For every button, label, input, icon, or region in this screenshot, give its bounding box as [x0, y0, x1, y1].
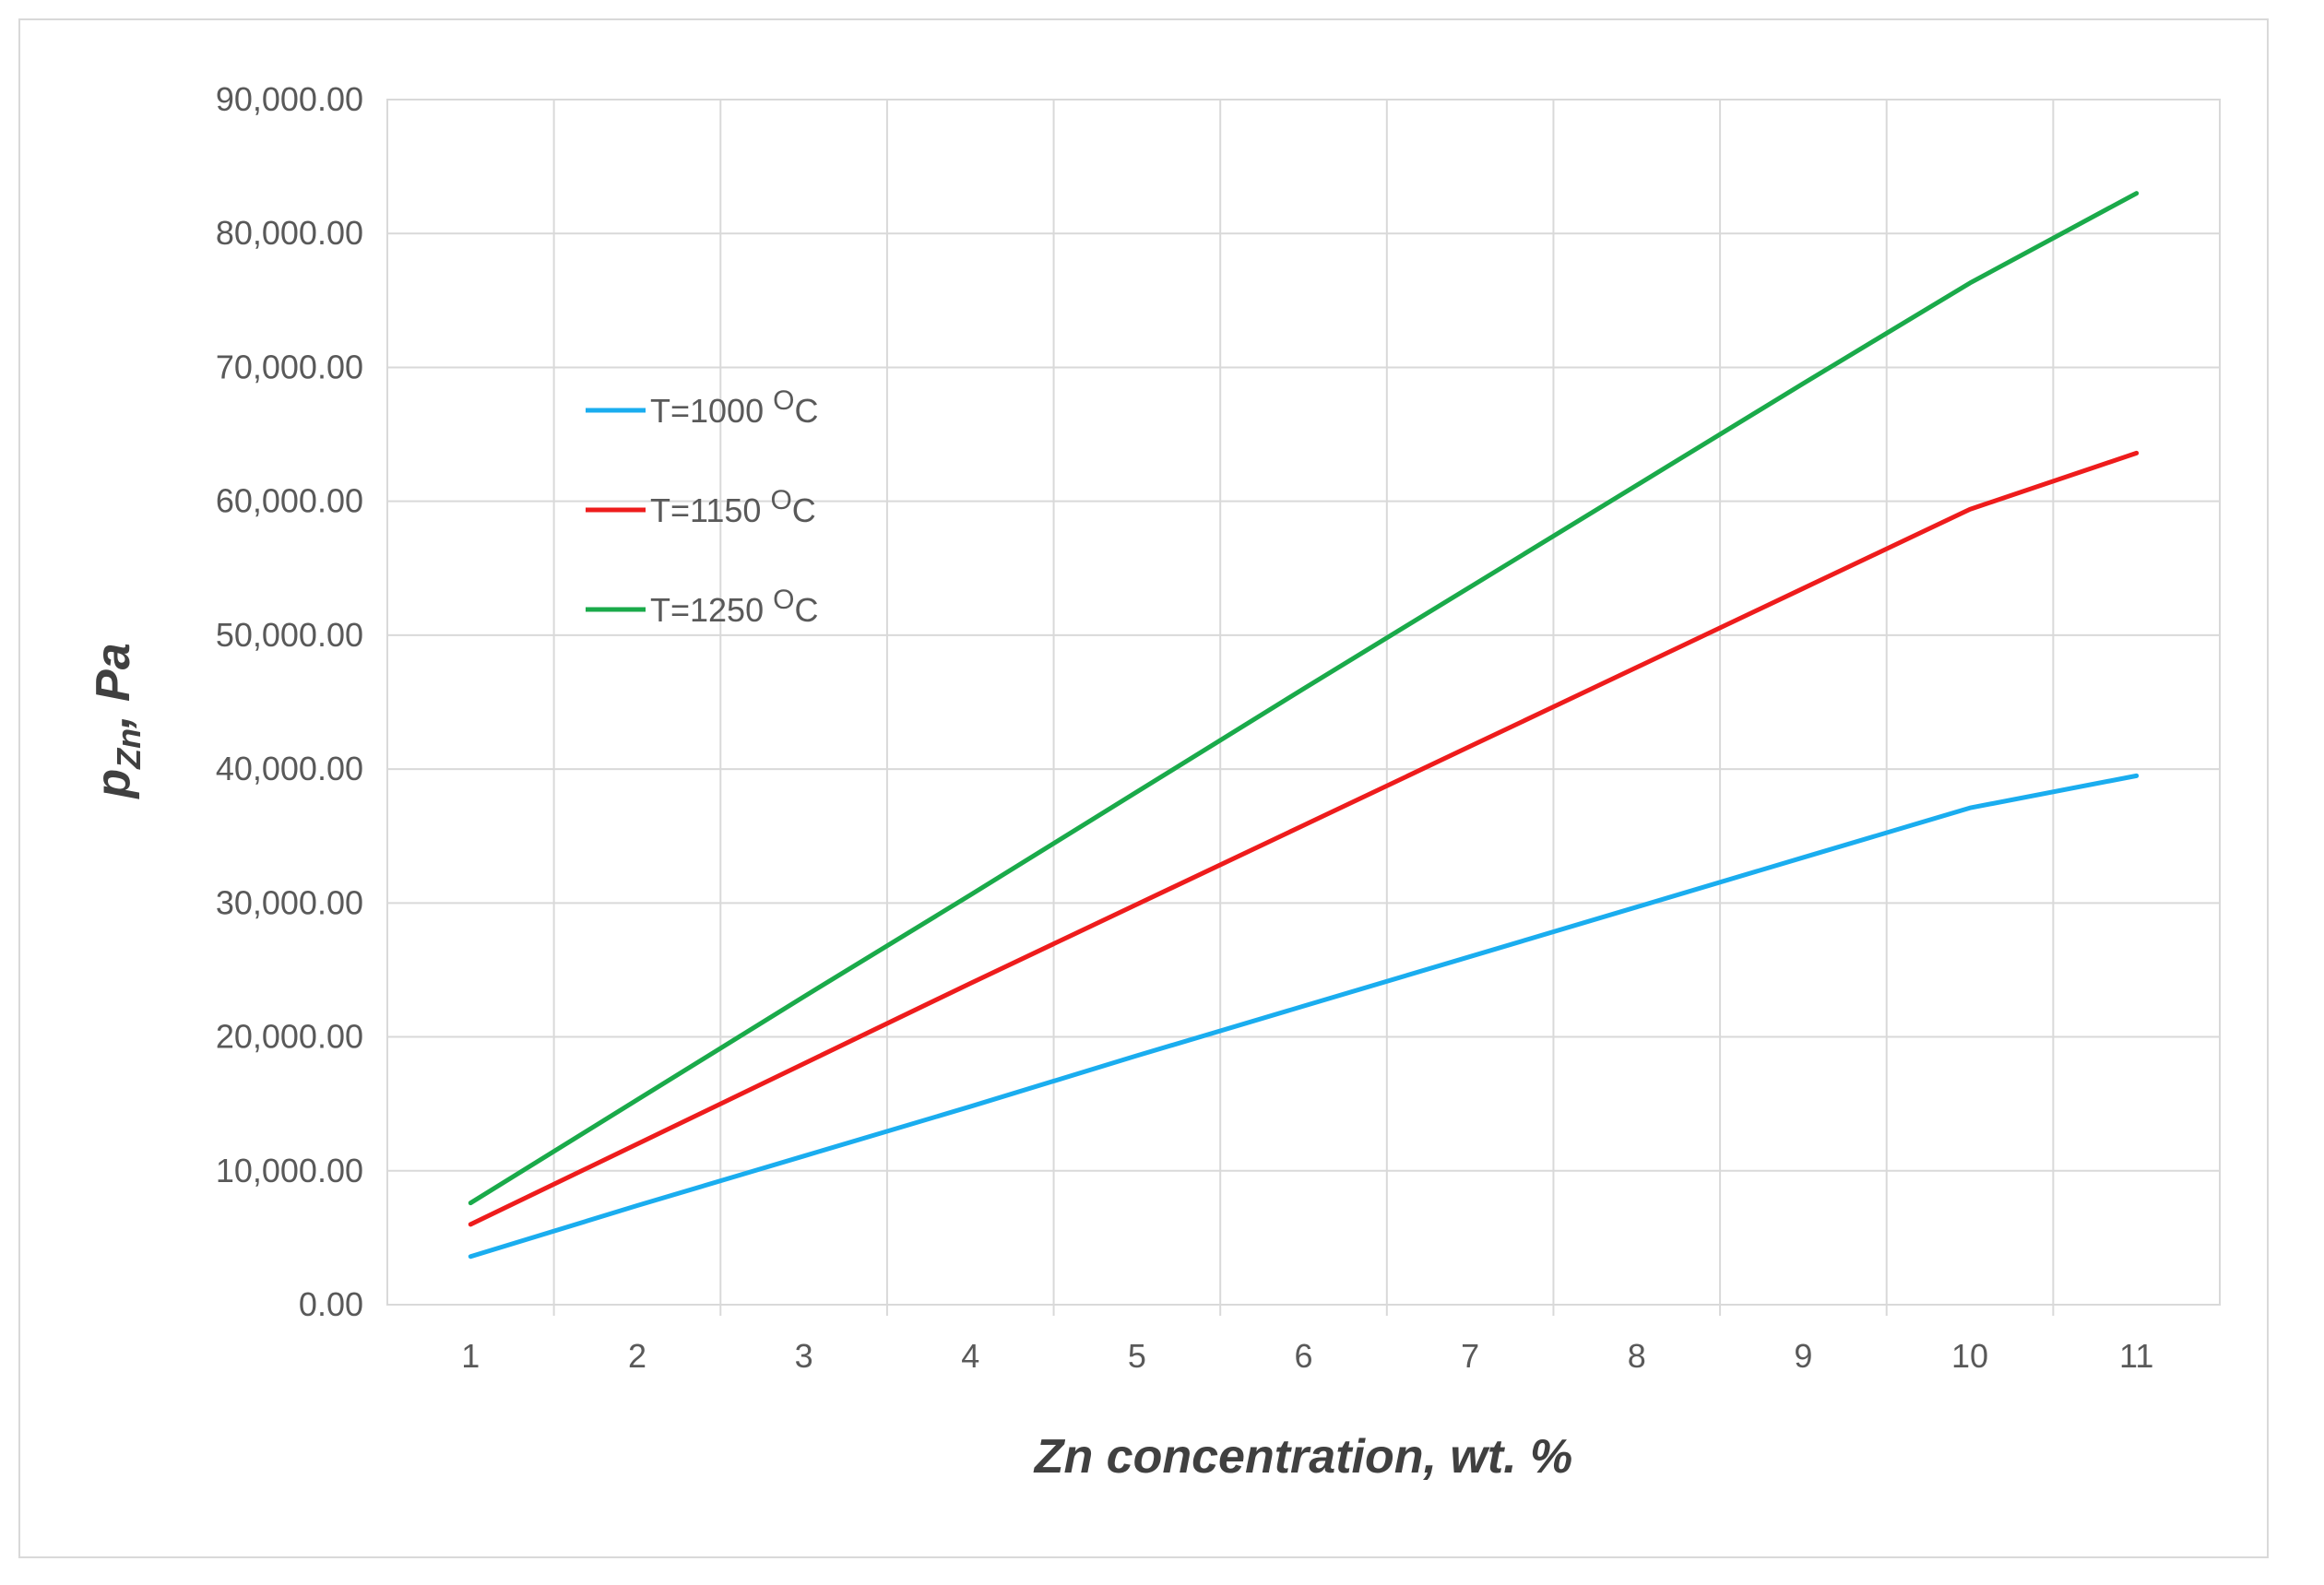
y-axis-title: pZn, Pa: [87, 643, 148, 799]
x-tick-label: 7: [1461, 1337, 1479, 1375]
y-tick-label: 90,000.00: [216, 80, 363, 118]
y-tick-label: 80,000.00: [216, 214, 363, 252]
legend-label: T=1150 OC: [650, 485, 816, 529]
y-tick-label: 20,000.00: [216, 1018, 363, 1056]
series-line-1: [468, 773, 2140, 1260]
x-axis-title: Zn concentration, wt. %: [1033, 1430, 1573, 1484]
x-tick-label: 8: [1628, 1337, 1646, 1375]
y-tick-label: 0.00: [299, 1285, 363, 1323]
y-axis-title-main: p: [87, 769, 140, 800]
y-tick-label: 50,000.00: [216, 616, 363, 654]
legend-label: T=1000 OC: [650, 385, 818, 430]
legend: T=1000 OC T=1150 OC T=1250 OC: [586, 385, 818, 629]
x-tick-label: 11: [2119, 1337, 2153, 1375]
x-tick-label: 3: [795, 1337, 813, 1375]
x-tick-label: 4: [961, 1337, 979, 1375]
series-line-2: [468, 450, 2140, 1227]
x-axis-tick-labels: 1 2 3 4 5 6 7 8 9 10 11: [461, 1337, 2153, 1375]
legend-label: T=1250 OC: [650, 585, 818, 629]
x-tick-label: 9: [1794, 1337, 1812, 1375]
x-tick-label: 10: [1951, 1337, 1988, 1375]
plot-area-border: [386, 99, 2221, 1306]
y-tick-label: 30,000.00: [216, 883, 363, 921]
series-lines: [468, 191, 2140, 1260]
y-tick-label: 60,000.00: [216, 482, 363, 520]
y-tick-label: 70,000.00: [216, 348, 363, 385]
x-tick-label: 6: [1294, 1337, 1312, 1375]
x-tick-label: 2: [628, 1337, 646, 1375]
y-axis-title-tail: , Pa: [87, 643, 140, 729]
series-line-3: [468, 191, 2140, 1206]
y-axis-tick-labels: 0.00 10,000.00 20,000.00 30,000.00 40,000.00…: [216, 80, 363, 1323]
y-axis-title-subscript: Zn: [110, 728, 148, 770]
y-tick-label: 10,000.00: [216, 1152, 363, 1189]
x-tick-label: 1: [461, 1337, 480, 1375]
y-tick-label: 40,000.00: [216, 750, 363, 787]
x-tick-label: 5: [1128, 1337, 1146, 1375]
